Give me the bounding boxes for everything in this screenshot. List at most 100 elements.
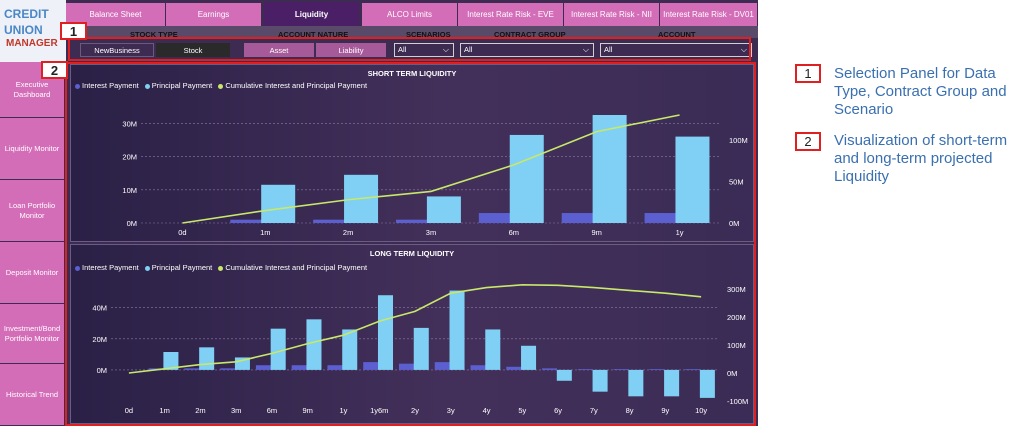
x-tick-label: 0d xyxy=(178,228,186,237)
x-tick-label: 6m xyxy=(267,406,277,415)
x-tick-label: 10y xyxy=(695,406,707,415)
chart-title: SHORT TERM LIQUIDITY xyxy=(367,69,457,78)
legend-cumulative: Cumulative Interest and Principal Paymen… xyxy=(225,263,368,272)
short-term-chart-panel: SHORT TERM LIQUIDITY Interest Payment Pr… xyxy=(70,64,754,242)
tab-liquidity[interactable]: Liquidity xyxy=(264,2,360,26)
x-tick-label: 2m xyxy=(343,228,353,237)
bar-principal xyxy=(199,347,215,370)
x-tick-label: 4y xyxy=(483,406,491,415)
bar-interest xyxy=(220,368,236,370)
legend-dot-interest xyxy=(75,265,80,271)
sidebar-item-investment-bond-monitor[interactable]: Investment/Bond Portfolio Monitor xyxy=(0,304,64,364)
tab-alco-limits[interactable]: ALCO Limits xyxy=(362,3,458,26)
x-tick-label: 3m xyxy=(231,406,241,415)
scenarios-header: SCENARIOS xyxy=(406,30,451,39)
sidebar-item-loan-portfolio-monitor[interactable]: Loan Portfolio Monitor xyxy=(0,180,64,242)
bar-principal xyxy=(306,319,322,370)
filter-header-band xyxy=(66,26,758,38)
y-tick-label: 0M xyxy=(127,219,137,228)
x-tick-label: 6y xyxy=(554,406,562,415)
cumulative-line xyxy=(128,283,702,374)
y2-tick-label: 300M xyxy=(727,285,746,294)
sidebar: Executive Dashboard Liquidity Monitor Lo… xyxy=(0,62,66,426)
legend-dot-interest xyxy=(75,83,80,89)
bar-interest xyxy=(327,365,343,370)
bar-principal xyxy=(163,352,179,370)
note-text-2: Visualization of short-term and long-ter… xyxy=(834,132,1008,185)
tab-balance-sheet[interactable]: Balance Sheet xyxy=(66,3,166,26)
bar-interest xyxy=(506,366,522,370)
x-tick-label: 7y xyxy=(590,406,598,415)
stock-type-header: STOCK TYPE xyxy=(130,30,178,39)
bar-principal xyxy=(270,328,286,370)
tab-irr-dv01[interactable]: Interest Rate Risk - DV01 xyxy=(660,3,758,26)
sidebar-item-deposit-monitor[interactable]: Deposit Monitor xyxy=(0,242,64,304)
y-tick-label: 10M xyxy=(122,186,137,195)
bar-principal xyxy=(521,345,537,370)
bar-interest xyxy=(363,362,379,370)
bar-interest xyxy=(613,369,629,370)
legend-dot-cumulative xyxy=(218,83,224,89)
stock-type-newbusiness[interactable]: NewBusiness xyxy=(80,43,154,57)
bar-principal xyxy=(628,369,644,397)
badge-1: 1 xyxy=(60,22,87,40)
legend-dot-cumulative xyxy=(218,265,224,271)
tab-earnings[interactable]: Earnings xyxy=(166,3,262,26)
chart-legend: Interest Payment Principal Payment Cumul… xyxy=(75,263,371,272)
x-tick-label: 9y xyxy=(661,406,669,415)
stock-type-stock[interactable]: Stock xyxy=(156,43,230,57)
bar-principal xyxy=(556,369,572,381)
bar-principal xyxy=(592,115,627,223)
account-nature-liability[interactable]: Liability xyxy=(316,43,386,57)
legend-principal: Principal Payment xyxy=(151,81,213,90)
bar-interest xyxy=(230,219,265,223)
logo-line-3: MANAGER xyxy=(6,38,58,49)
bar-interest xyxy=(184,368,200,370)
bar-principal xyxy=(675,136,710,223)
logo-line-1: CREDIT xyxy=(4,7,49,21)
account-nature-asset[interactable]: Asset xyxy=(244,43,314,57)
y2-tick-label: 0M xyxy=(729,219,739,228)
chevron-down-icon: ⌵ xyxy=(582,45,589,54)
bar-principal xyxy=(413,327,429,370)
chevron-down-icon: ⌵ xyxy=(740,45,747,54)
contract-group-dropdown[interactable]: All ⌵ xyxy=(460,43,594,57)
note-badge-2: 2 xyxy=(795,132,821,151)
y2-tick-label: 100M xyxy=(729,136,748,145)
scenarios-dropdown[interactable]: All ⌵ xyxy=(394,43,454,57)
bar-principal xyxy=(261,184,296,223)
sidebar-item-historical-trend[interactable]: Historical Trend xyxy=(0,364,64,426)
y2-tick-label: -100M xyxy=(727,397,748,406)
y-tick-label: 20M xyxy=(92,335,107,344)
account-dropdown[interactable]: All ⌵ xyxy=(600,43,752,57)
x-tick-label: 1y6m xyxy=(370,406,388,415)
note-badge-1: 1 xyxy=(795,64,821,83)
bar-interest xyxy=(478,213,513,223)
x-tick-label: 8y xyxy=(626,406,634,415)
bar-interest xyxy=(561,213,596,223)
bar-principal xyxy=(664,369,680,397)
chart-title: LONG TERM LIQUIDITY xyxy=(369,249,455,258)
account-header: ACCOUNT xyxy=(658,30,696,39)
contract-group-value: All xyxy=(464,45,473,54)
x-tick-label: 9m xyxy=(592,228,602,237)
y-tick-label: 20M xyxy=(122,153,137,162)
bar-interest xyxy=(685,369,701,370)
filter-panel: STOCK TYPE ACCOUNT NATURE SCENARIOS CONT… xyxy=(66,26,758,62)
chevron-down-icon: ⌵ xyxy=(442,45,449,54)
x-tick-label: 9m xyxy=(302,406,312,415)
x-tick-label: 1m xyxy=(260,228,270,237)
y-tick-label: 30M xyxy=(122,119,137,128)
bar-principal xyxy=(592,369,608,392)
account-value: All xyxy=(604,45,613,54)
bar-principal xyxy=(699,369,715,398)
bar-interest xyxy=(396,219,430,223)
x-tick-label: 0d xyxy=(125,406,133,415)
x-tick-label: 1m xyxy=(159,406,169,415)
tab-irr-eve[interactable]: Interest Rate Risk - EVE xyxy=(458,3,564,26)
legend-principal: Principal Payment xyxy=(151,263,213,272)
x-tick-label: 2m xyxy=(195,406,205,415)
bar-principal xyxy=(342,329,358,370)
sidebar-item-liquidity-monitor[interactable]: Liquidity Monitor xyxy=(0,118,64,180)
tab-irr-nii[interactable]: Interest Rate Risk - NII xyxy=(564,3,660,26)
